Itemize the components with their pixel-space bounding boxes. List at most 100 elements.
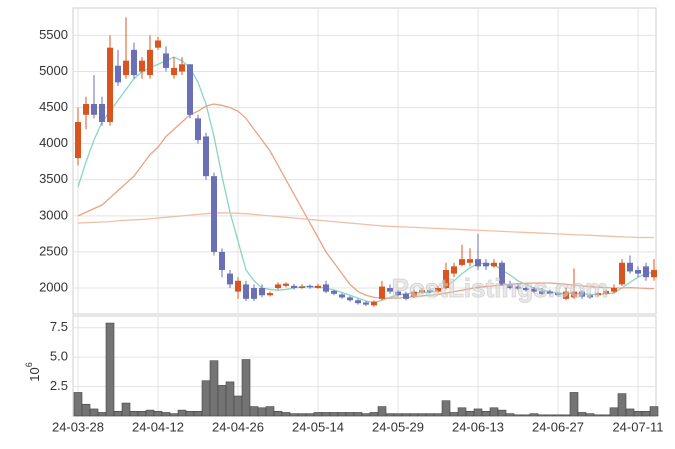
x-tick-label: 24-04-26 [212,419,264,434]
volume-bar [513,414,523,417]
candle-body [507,284,513,289]
volume-bar [473,408,483,417]
volume-bar [297,413,307,417]
candle-body [171,67,177,76]
volume-unit-base: 10 [27,367,42,381]
volume-bar [121,402,131,417]
volume-bar [241,359,251,417]
candle-body [259,288,265,296]
candle-body [451,266,457,274]
volume-bar [457,407,467,417]
candle-body [331,290,337,294]
volume-bar [449,412,459,417]
y-tick-label: 2.5 [50,378,68,393]
volume-bar [105,322,115,417]
candle-body [627,262,633,272]
candle-body [547,291,553,294]
volume-bar [497,409,507,417]
volume-bar [609,407,619,417]
candle-body [603,290,609,294]
volume-bar [137,410,147,417]
candle-body [99,103,105,123]
y-tick-label: 4000 [39,135,68,150]
candle-body [235,280,241,292]
candle-body [387,288,393,292]
candle-body [379,286,385,299]
candle-body [651,269,657,278]
volume-bar [505,413,515,417]
candle-body [163,53,169,68]
y-tick-label: 3000 [39,207,68,222]
volume-bar [97,412,107,417]
volume-bar [537,414,547,417]
y-tick-label: 7.5 [50,319,68,334]
candle-body [275,284,281,289]
candle-body [571,291,577,298]
candle-body [75,122,81,159]
volume-bar [617,393,627,417]
volume-bar [185,410,195,417]
volume-bar [545,414,555,417]
volume-bar [145,409,155,417]
candle-body [475,259,481,267]
candle-body [635,269,641,274]
volume-bar [577,412,587,417]
volume-bar [529,413,539,417]
candle-body [123,60,129,76]
volume-bar [649,406,659,417]
text-layer: 2000 2500 3000 3500 4000 4500 5000 5500 PostList… [39,27,663,435]
volume-bar [441,400,451,417]
candle-body [611,288,617,292]
volume-bar [257,407,267,417]
volume-bar [265,406,275,417]
candle-body [323,284,329,292]
volume-unit-exponent: 6 [24,362,34,367]
volume-bar [73,392,83,417]
candle-body [115,65,121,83]
volume-bar [625,408,635,417]
volume-bar [113,410,123,417]
candle-body [131,49,137,76]
volume-bar [409,413,419,417]
candle-body [395,291,401,296]
y-tick-label: 2500 [39,243,68,258]
volume-bar [425,413,435,417]
volume-bar [521,414,531,417]
volume-bar [593,414,603,417]
candle-body [91,103,97,115]
candle-body [363,302,369,305]
watermark: PostListings.com [392,273,609,303]
candle-body [139,60,145,72]
candle-body [499,262,505,285]
candle-body [643,266,649,278]
volume-bar [433,413,443,417]
candle-body [435,288,441,292]
candle-body [467,259,473,263]
candle-body [491,262,497,267]
candle-body [555,293,561,296]
x-tick-label: 24-06-13 [452,419,504,434]
volume-bar [209,360,219,417]
candle-body [195,118,201,141]
candle-body [219,251,225,270]
volume-bar [569,392,579,417]
x-tick-label: 24-05-29 [372,419,424,434]
volume-bar [161,412,171,417]
candle-body [403,293,409,299]
volume-bar [169,413,179,417]
volume-bar [465,410,475,417]
volume-unit: 106 [24,362,42,381]
moving-average-line [77,103,655,299]
x-tick-label: 24-07-11 [612,419,663,434]
volume-bar [153,410,163,417]
volume-bar [217,385,227,417]
volume-bar [329,412,339,417]
candle-body [539,290,545,294]
volume-bar [481,410,491,417]
candle-body [619,262,625,285]
candle-body [419,290,425,293]
volume-frame [72,315,657,417]
volume-bar [225,381,235,417]
candle-body [283,283,289,286]
